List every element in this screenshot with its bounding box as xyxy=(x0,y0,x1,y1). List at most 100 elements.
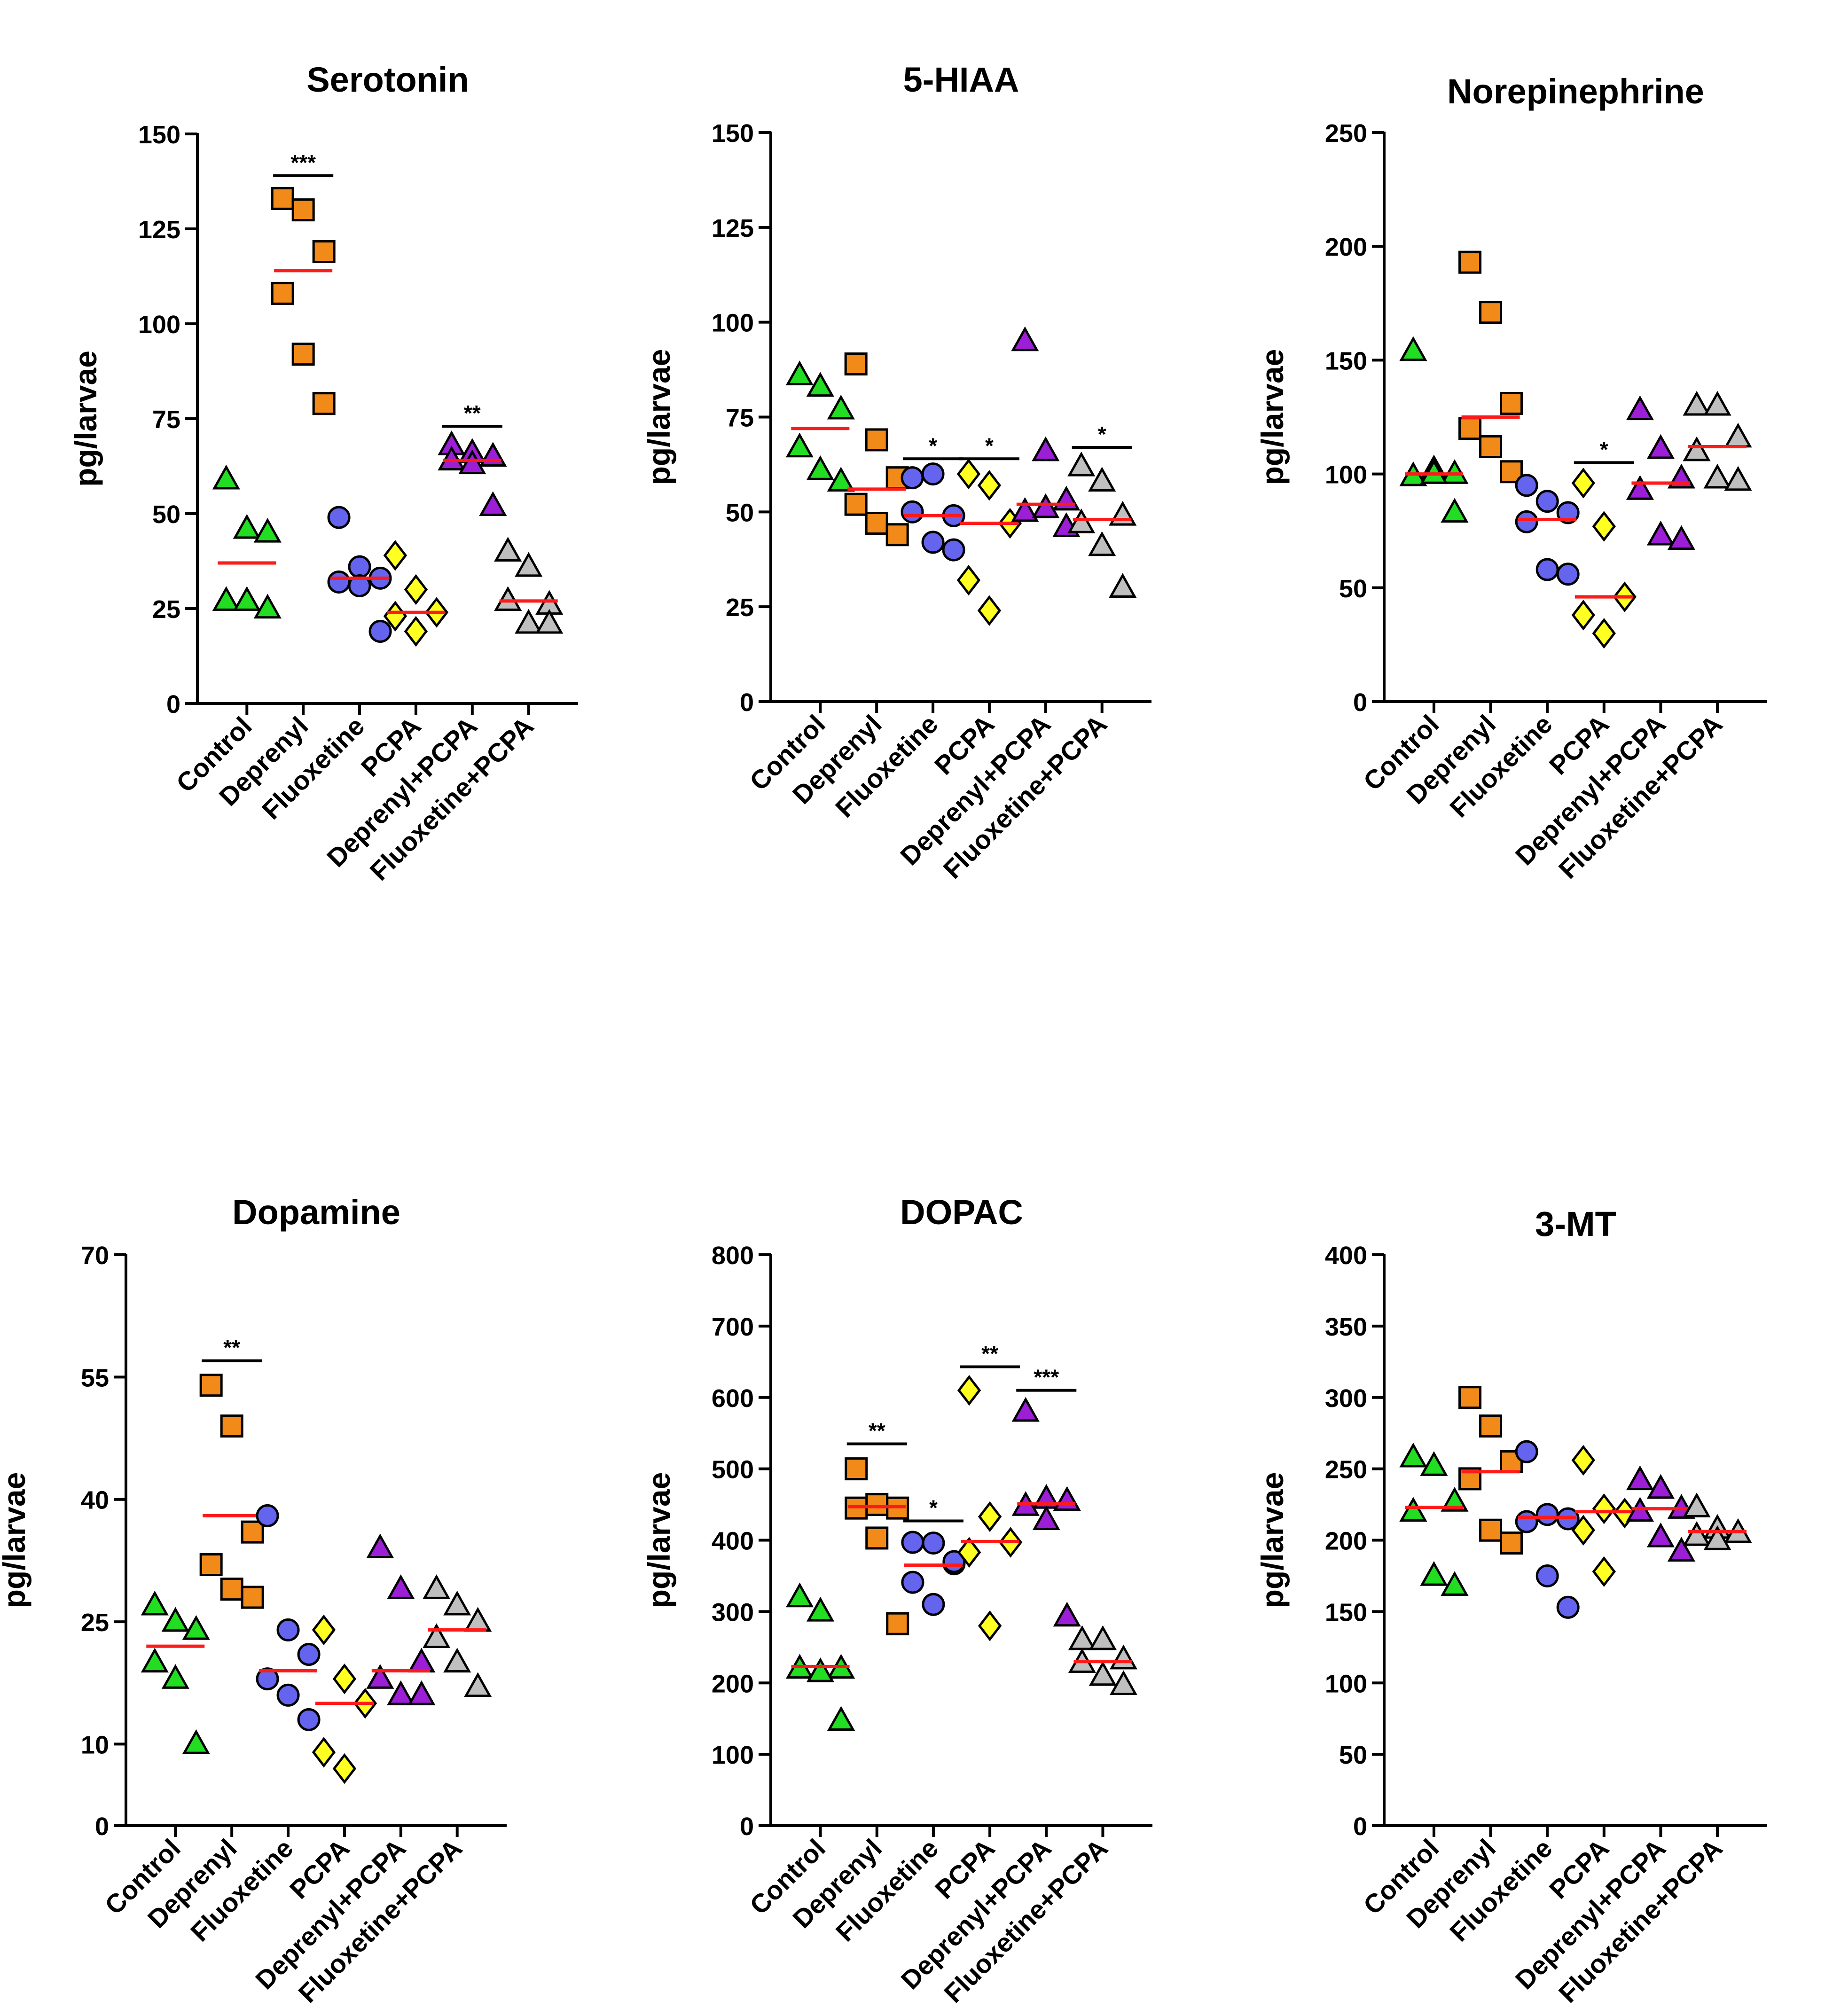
chart-3-mt-y-tick-label: 300 xyxy=(1325,1384,1367,1413)
chart-norepinephrine-point-fluoxetine xyxy=(1535,558,1559,581)
chart-serotonin-point-deprenyl xyxy=(291,198,315,222)
chart-serotonin-point-fluoxetine xyxy=(327,506,351,529)
chart-norepinephrine-point-deprenyl-plus-pcpa xyxy=(1667,525,1695,550)
chart-5-hiaa-point-fluoxetine xyxy=(921,462,945,486)
chart-norepinephrine-point-control xyxy=(1399,336,1427,361)
chart-3-mt-point-fluoxetine-plus-pcpa xyxy=(1703,1525,1731,1550)
chart-norepinephrine-point-pcpa xyxy=(1571,600,1595,631)
chart-norepinephrine-title: Norepinephrine xyxy=(1447,72,1704,111)
chart-dopamine-point-control xyxy=(182,1615,210,1640)
chart-dopamine-point-control xyxy=(141,1648,169,1673)
chart-dopac-y-tick-label: 500 xyxy=(712,1456,754,1484)
chart-dopac-y-label: pg/larvae xyxy=(642,1472,676,1609)
chart-serotonin-point-control xyxy=(253,517,282,543)
chart-dopamine-point-fluoxetine xyxy=(256,1504,279,1527)
chart-serotonin-point-deprenyl-plus-pcpa xyxy=(438,445,466,471)
chart-dopac-y-tick-label: 100 xyxy=(712,1741,754,1769)
chart-3-mt-point-pcpa xyxy=(1592,1493,1616,1524)
chart-5-hiaa-point-fluoxetine-plus-pcpa xyxy=(1088,531,1116,556)
chart-dopamine-point-deprenyl-plus-pcpa xyxy=(407,1648,436,1673)
chart-3-mt-y-tick-label: 150 xyxy=(1325,1598,1367,1626)
chart-3-mt-title: 3-MT xyxy=(1535,1204,1616,1243)
chart-3-mt-y-tick-label: 400 xyxy=(1325,1242,1367,1270)
chart-dopamine-point-deprenyl-plus-pcpa xyxy=(366,1664,394,1689)
chart-dopac-point-fluoxetine xyxy=(901,1531,924,1554)
chart-dopac-point-fluoxetine-plus-pcpa xyxy=(1089,1661,1117,1686)
chart-dopac-point-control xyxy=(806,1657,835,1682)
chart-3-mt: 3-MT050100150200250300350400pg/larvaeCon… xyxy=(1255,1204,1767,2008)
chart-norepinephrine-point-fluoxetine xyxy=(1515,474,1538,497)
chart-norepinephrine: Norepinephrine050100150200250pg/larvaeCo… xyxy=(1255,72,1767,884)
chart-norepinephrine-y-tick-label: 50 xyxy=(1339,575,1367,603)
chart-norepinephrine-y-label: pg/larvae xyxy=(1255,349,1290,485)
chart-serotonin-significance-label: *** xyxy=(290,150,316,175)
chart-dopac-point-deprenyl-plus-pcpa xyxy=(1011,1397,1040,1422)
chart-5-hiaa-y-tick-label: 0 xyxy=(740,688,754,717)
chart-dopac-y-tick-label: 400 xyxy=(712,1527,754,1555)
chart-serotonin-point-control xyxy=(233,586,261,611)
chart-serotonin-point-control xyxy=(212,464,240,490)
chart-5-hiaa-point-pcpa xyxy=(956,458,981,490)
chart-dopac-point-pcpa xyxy=(978,1610,1002,1641)
chart-dopac-point-control xyxy=(785,1582,814,1608)
chart-5-hiaa-point-deprenyl-plus-pcpa xyxy=(1032,436,1060,461)
chart-serotonin-point-fluoxetine-plus-pcpa xyxy=(515,609,543,634)
chart-dopamine-point-control xyxy=(161,1664,189,1689)
chart-serotonin-y-tick-label: 25 xyxy=(152,595,180,624)
chart-dopac-point-pcpa xyxy=(978,1501,1002,1532)
chart-dopamine: Dopamine01025405570pg/larvaeControlDepre… xyxy=(0,1193,507,2008)
chart-dopac-significance-label: ** xyxy=(869,1418,885,1443)
chart-3-mt-y-tick-label: 200 xyxy=(1325,1527,1367,1555)
chart-serotonin-point-deprenyl xyxy=(312,240,336,263)
chart-3-mt-point-deprenyl-plus-pcpa xyxy=(1646,1522,1675,1547)
chart-dopamine-title: Dopamine xyxy=(232,1193,400,1232)
chart-3-mt-point-deprenyl xyxy=(1458,1386,1482,1409)
chart-3-mt-point-fluoxetine-plus-pcpa xyxy=(1683,1521,1711,1546)
chart-norepinephrine-y-tick-label: 150 xyxy=(1325,347,1367,375)
chart-serotonin-point-fluoxetine-plus-pcpa xyxy=(535,609,564,634)
chart-dopac-significance-label: ** xyxy=(981,1341,998,1366)
chart-5-hiaa-y-tick-label: 125 xyxy=(712,214,754,242)
chart-5-hiaa-significance-label: * xyxy=(985,433,994,458)
chart-5-hiaa-point-fluoxetine xyxy=(901,466,924,490)
chart-3-mt-y-tick-label: 350 xyxy=(1325,1313,1367,1341)
chart-3-mt-point-control xyxy=(1399,1442,1427,1468)
chart-norepinephrine-point-control xyxy=(1441,459,1469,484)
chart-serotonin-point-fluoxetine xyxy=(368,619,392,643)
chart-dopamine-point-deprenyl xyxy=(241,1520,264,1544)
chart-dopac-significance-label: * xyxy=(929,1495,938,1520)
chart-dopac-title: DOPAC xyxy=(900,1193,1023,1232)
chart-dopac-point-deprenyl xyxy=(845,1457,868,1481)
chart-dopac-point-deprenyl-plus-pcpa xyxy=(1053,1486,1081,1511)
chart-5-hiaa-point-control xyxy=(827,394,855,420)
chart-norepinephrine-point-control xyxy=(1441,498,1469,523)
chart-dopac-y-tick-label: 600 xyxy=(712,1384,754,1413)
chart-dopamine-point-fluoxetine xyxy=(276,1683,300,1707)
chart-serotonin-title: Serotonin xyxy=(306,60,469,99)
chart-dopamine-y-tick-label: 25 xyxy=(81,1609,109,1637)
chart-dopamine-point-deprenyl xyxy=(220,1414,243,1438)
chart-5-hiaa-significance-label: * xyxy=(1098,422,1106,446)
chart-norepinephrine-point-fluoxetine xyxy=(1535,490,1559,513)
chart-serotonin-point-deprenyl xyxy=(312,392,336,415)
chart-3-mt-point-pcpa xyxy=(1571,1515,1595,1546)
chart-dopamine-y-tick-label: 0 xyxy=(95,1813,109,1841)
chart-norepinephrine-point-pcpa xyxy=(1571,468,1595,499)
chart-5-hiaa-y-tick-label: 75 xyxy=(726,404,754,432)
chart-norepinephrine-point-deprenyl-plus-pcpa xyxy=(1646,520,1675,546)
chart-dopac-point-fluoxetine xyxy=(901,1571,924,1594)
chart-dopamine-point-fluoxetine-plus-pcpa xyxy=(423,1623,451,1648)
chart-dopac-point-fluoxetine-plus-pcpa xyxy=(1068,1625,1097,1650)
chart-5-hiaa-point-control xyxy=(806,372,834,397)
chart-serotonin-point-fluoxetine xyxy=(327,570,351,594)
chart-dopamine-significance-label: ** xyxy=(223,1336,240,1360)
chart-norepinephrine-point-pcpa xyxy=(1592,617,1616,649)
chart-3-mt-point-fluoxetine xyxy=(1556,1595,1580,1619)
chart-5-hiaa-point-deprenyl xyxy=(885,523,909,547)
chart-5-hiaa-point-fluoxetine xyxy=(901,500,924,524)
chart-5-hiaa-point-fluoxetine-plus-pcpa xyxy=(1109,500,1137,526)
chart-5-hiaa-point-deprenyl xyxy=(865,512,888,535)
chart-5-hiaa-title: 5-HIAA xyxy=(903,60,1019,99)
chart-dopamine-y-tick-label: 40 xyxy=(81,1486,109,1515)
chart-norepinephrine-point-fluoxetine-plus-pcpa xyxy=(1683,436,1711,461)
